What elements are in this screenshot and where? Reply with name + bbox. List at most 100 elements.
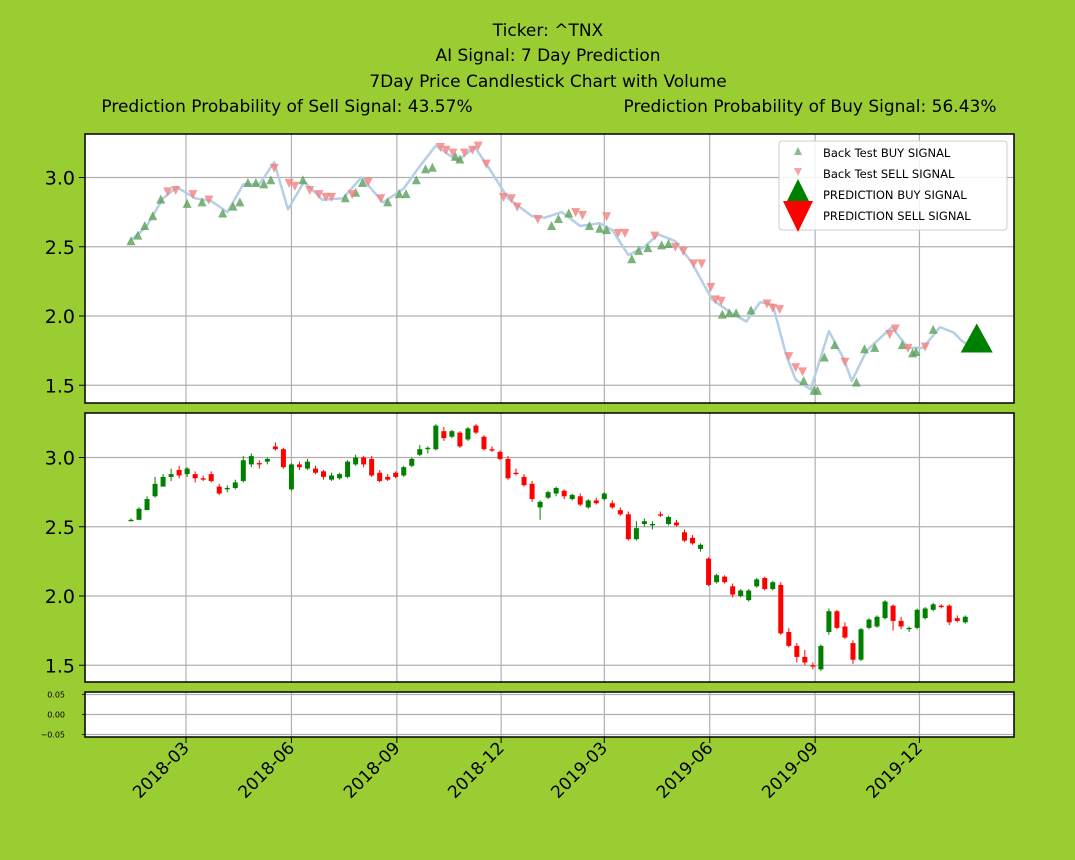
candle-body xyxy=(473,425,479,433)
bt-sell-marker xyxy=(204,195,214,205)
candle xyxy=(633,521,639,541)
bt-sell-marker xyxy=(578,210,588,220)
y-tick-label: 1.5 xyxy=(45,655,75,677)
price-panel: 1.5 2.0 2.5 3.0 Back Test BUY SIGNAL Back T… xyxy=(45,133,1015,404)
candle-body xyxy=(184,468,190,475)
candle xyxy=(657,511,663,518)
candle xyxy=(312,465,318,475)
bt-sell-marker xyxy=(481,159,491,169)
candle xyxy=(385,474,391,482)
candle xyxy=(208,471,214,483)
candle xyxy=(746,589,752,602)
candle-body xyxy=(754,579,760,587)
candle xyxy=(288,463,294,491)
bt-buy-marker xyxy=(218,208,228,218)
candle xyxy=(505,456,511,480)
candle-body xyxy=(954,618,960,621)
legend-pred-sell-label: PREDICTION SELL SIGNAL xyxy=(823,209,971,223)
candle xyxy=(353,454,359,466)
candle-body xyxy=(842,626,848,638)
candle xyxy=(337,472,343,480)
price-line xyxy=(130,144,972,391)
volume-grid xyxy=(85,692,1014,737)
volume-panel: 0.05 0.00 −0.05 xyxy=(40,691,1015,740)
candle xyxy=(625,511,631,541)
bt-buy-marker xyxy=(394,189,404,199)
candle-body xyxy=(665,517,671,524)
candle xyxy=(834,609,840,630)
candle-body xyxy=(152,483,158,497)
candle xyxy=(810,662,816,670)
candle-body xyxy=(593,500,599,504)
candle xyxy=(321,469,327,480)
candle xyxy=(128,518,134,522)
bt-buy-marker xyxy=(819,352,829,362)
candle-body xyxy=(280,449,286,468)
bt-buy-marker xyxy=(643,243,653,253)
candle-body xyxy=(930,604,936,610)
candle-body xyxy=(216,486,222,494)
bt-sell-marker xyxy=(533,215,543,225)
bt-sell-marker xyxy=(840,357,850,367)
candle xyxy=(240,456,246,483)
candle-body xyxy=(922,608,928,619)
bt-buy-marker xyxy=(148,211,158,221)
candle xyxy=(946,604,952,626)
bt-buy-marker xyxy=(228,201,238,211)
candle xyxy=(361,456,367,468)
bt-sell-marker xyxy=(314,190,324,200)
bt-buy-marker xyxy=(584,220,594,230)
candle xyxy=(489,446,495,452)
bt-sell-marker xyxy=(441,145,451,155)
candle-body xyxy=(457,432,463,447)
bt-sell-marker xyxy=(448,148,458,158)
legend-pred-buy-marker xyxy=(785,179,811,205)
candle-body xyxy=(866,619,872,628)
candle-body xyxy=(585,500,591,508)
candle-panel-frame xyxy=(84,412,1015,683)
candle xyxy=(264,457,270,465)
candle-body xyxy=(136,508,142,520)
sell-probability-label: Prediction Probability of Sell Signal: 4… xyxy=(101,97,472,117)
candle-body xyxy=(738,590,744,596)
candle-body xyxy=(625,514,631,540)
bt-buy-marker xyxy=(928,324,938,334)
bt-buy-marker xyxy=(251,178,261,188)
candle-body xyxy=(497,451,503,459)
legend: Back Test BUY SIGNAL Back Test SELL SIGN… xyxy=(778,140,1008,232)
bt-sell-marker xyxy=(468,145,477,155)
candle-body xyxy=(802,656,808,663)
bt-buy-marker xyxy=(897,340,907,350)
candle xyxy=(192,471,198,483)
bt-buy-marker xyxy=(182,198,192,208)
candle-body xyxy=(449,431,455,437)
candle-body xyxy=(633,528,639,540)
candle-body xyxy=(312,468,318,473)
candle-body xyxy=(417,449,423,455)
candle xyxy=(296,461,302,470)
bt-buy-marker xyxy=(717,309,727,319)
bt-sell-marker xyxy=(678,246,688,256)
bt-buy-marker xyxy=(870,342,880,352)
candle-body xyxy=(361,457,367,465)
bt-sell-marker xyxy=(512,202,522,212)
candle-body xyxy=(690,537,696,544)
candle-body xyxy=(256,463,262,465)
y-tick-label: 0.00 xyxy=(47,711,65,720)
candle-body xyxy=(746,590,752,601)
candle xyxy=(826,608,832,635)
candle-body xyxy=(304,461,310,469)
candle xyxy=(329,472,335,482)
bt-buy-marker xyxy=(401,189,411,199)
candle xyxy=(641,518,647,527)
bt-buy-marker xyxy=(421,164,431,174)
candle-body xyxy=(890,605,896,621)
candle-body xyxy=(208,474,214,482)
title-line-1: Ticker: ^TNX xyxy=(492,21,604,41)
candle xyxy=(304,458,310,470)
signal-markers xyxy=(126,141,993,395)
candle xyxy=(497,450,503,461)
candle-body xyxy=(176,469,182,476)
candle xyxy=(882,600,888,620)
